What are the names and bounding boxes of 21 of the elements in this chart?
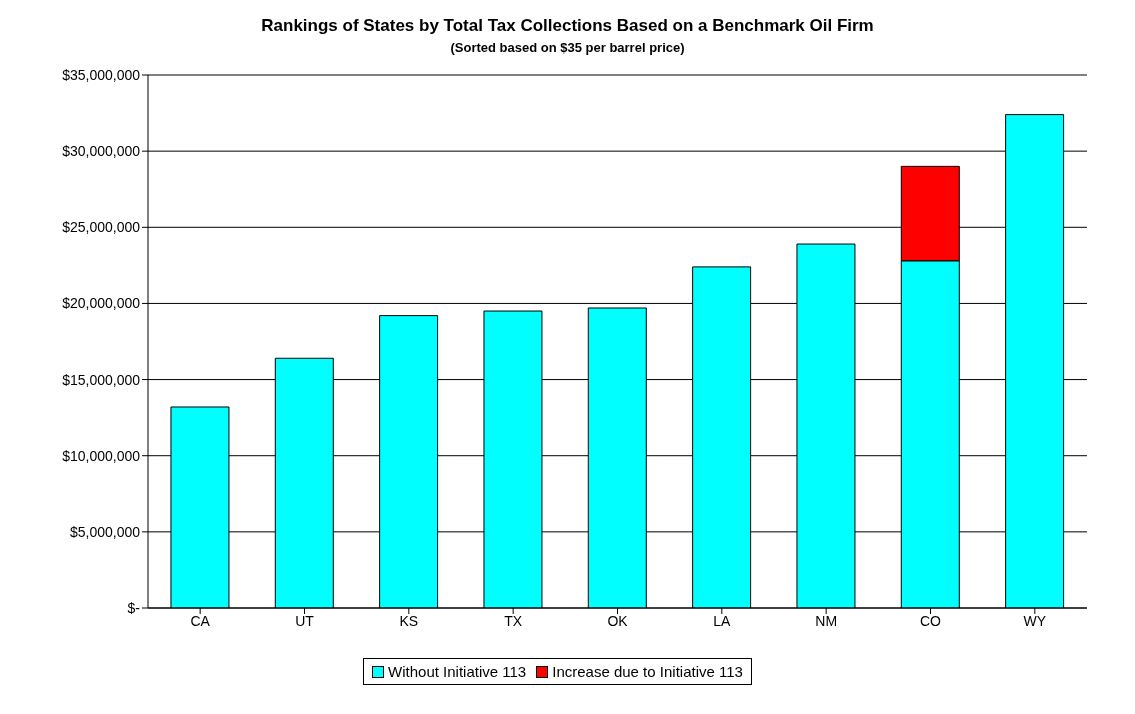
y-tick-label: $- bbox=[127, 599, 141, 616]
x-tick-label: TX bbox=[504, 612, 523, 629]
x-tick-label: WY bbox=[1023, 612, 1047, 629]
chart-subtitle: (Sorted based on $35 per barrel price) bbox=[449, 40, 686, 55]
y-tick-label: $30,000,000 bbox=[62, 143, 141, 160]
y-tick-label: $5,000,000 bbox=[69, 523, 141, 540]
x-tick-label: KS bbox=[399, 612, 419, 629]
x-tick-label: CA bbox=[190, 612, 211, 629]
chart-title: Rankings of States by Total Tax Collections Based on a Benchmark Oil Firm bbox=[260, 16, 875, 36]
x-tick-label: NM bbox=[815, 612, 838, 629]
x-tick-label: CO bbox=[920, 612, 942, 629]
y-tick-label: $15,000,000 bbox=[62, 371, 141, 388]
y-tick-label: $35,000,000 bbox=[62, 66, 141, 83]
x-tick-label: UT bbox=[295, 612, 315, 629]
legend-label: Without Initiative 113 bbox=[387, 663, 527, 680]
x-tick-label: OK bbox=[607, 612, 629, 629]
x-tick-label: LA bbox=[713, 612, 732, 629]
y-tick-label: $10,000,000 bbox=[62, 447, 141, 464]
y-tick-label: $20,000,000 bbox=[62, 295, 141, 312]
y-tick-label: $25,000,000 bbox=[62, 219, 141, 236]
legend-label: Increase due to Initiative 113 bbox=[551, 663, 743, 680]
